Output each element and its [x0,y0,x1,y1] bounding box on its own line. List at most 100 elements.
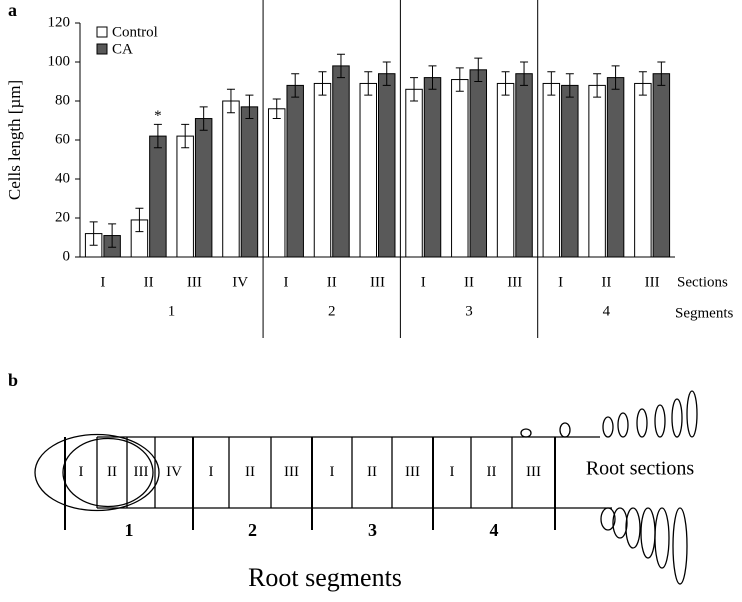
root-segments-label: Root segments [248,563,402,592]
x-row-label: Segments [675,305,733,321]
bar [194,118,213,258]
bar [359,82,377,258]
x-tick-label: II [601,274,611,290]
bar [606,77,625,258]
cell-label: II [245,464,255,480]
error-bar [336,53,345,79]
root-hair [602,416,614,438]
bar [542,82,561,258]
root-hair [520,428,532,438]
error-bar [245,94,254,120]
root-hair [559,422,571,438]
error-bar [108,223,117,248]
segment-label: 1 [125,520,134,540]
error-bar [657,61,666,86]
cell-label: II [107,464,117,480]
x-tick-label: II [327,274,337,290]
root-hair [617,412,629,438]
error-bar [153,123,162,149]
error-bar [291,73,300,98]
y-tick-label: 0 [63,248,71,264]
legend-swatch [96,43,108,55]
bar [313,82,332,258]
error-bar [364,71,373,96]
x-tick-label: I [100,274,105,290]
cell-label: I [209,464,214,480]
x-group-label: 2 [328,303,336,319]
error-bar [428,65,437,90]
root-hair [654,404,666,438]
error-bar [226,88,235,114]
annotation: * [154,108,162,124]
bar [332,65,350,258]
error-bar [520,61,529,86]
bar [286,84,304,258]
error-bar [638,71,647,96]
error-bar [272,98,281,120]
root-hair [612,507,628,539]
x-group-label: 1 [168,303,176,319]
x-tick-label: III [507,274,522,290]
legend-swatch [96,26,108,38]
legend-label: CA [112,41,133,57]
error-bar [382,61,391,86]
error-bar [474,57,483,82]
error-bar [89,221,98,246]
bar [652,73,671,258]
bar [176,135,194,258]
root-hair [654,507,670,569]
cell-label: III [134,464,149,480]
bar [222,100,240,258]
y-tick-label: 120 [48,14,71,30]
bar [515,73,533,258]
bar [405,88,423,258]
cell-label: II [367,464,377,480]
cell-label: I [79,464,84,480]
x-tick-label: III [187,274,202,290]
error-bar [410,77,419,102]
x-tick-label: I [421,274,426,290]
cell-label: III [405,464,420,480]
root-hair [600,507,616,531]
bar [496,82,515,258]
x-tick-label: III [370,274,385,290]
error-bar [135,207,144,233]
cell-label: I [330,464,335,480]
segment-label: 3 [368,520,377,540]
bar [634,82,652,258]
cell-label: IV [166,464,182,480]
root-hair [672,507,688,585]
segment-label: 2 [248,520,257,540]
y-tick-label: 20 [55,209,70,225]
x-tick-label: I [283,274,288,290]
error-bar [181,123,190,149]
cell-label: III [526,464,541,480]
error-bar [565,73,574,98]
error-bar [593,73,602,98]
bar [267,108,286,258]
y-tick-label: 40 [55,170,70,186]
root-hair [686,390,698,438]
root-hair [625,507,641,549]
bar [561,84,579,258]
panel-label: a [8,0,17,20]
y-tick-label: 100 [48,53,71,69]
x-tick-label: II [464,274,474,290]
y-tick-label: 80 [55,92,70,108]
y-tick-label: 60 [55,131,70,147]
bar [240,106,259,258]
x-tick-label: II [144,274,154,290]
panel-label: b [8,370,18,390]
x-tick-label: IV [232,274,248,290]
root-hair [671,398,683,438]
x-tick-label: III [645,274,660,290]
root-hair [640,507,656,559]
bar [451,79,469,258]
bar [149,135,167,258]
bar [378,73,396,258]
root-cap-inner [62,437,154,508]
cell-label: II [487,464,497,480]
segment-label: 4 [490,520,499,540]
root-hair [636,408,648,438]
